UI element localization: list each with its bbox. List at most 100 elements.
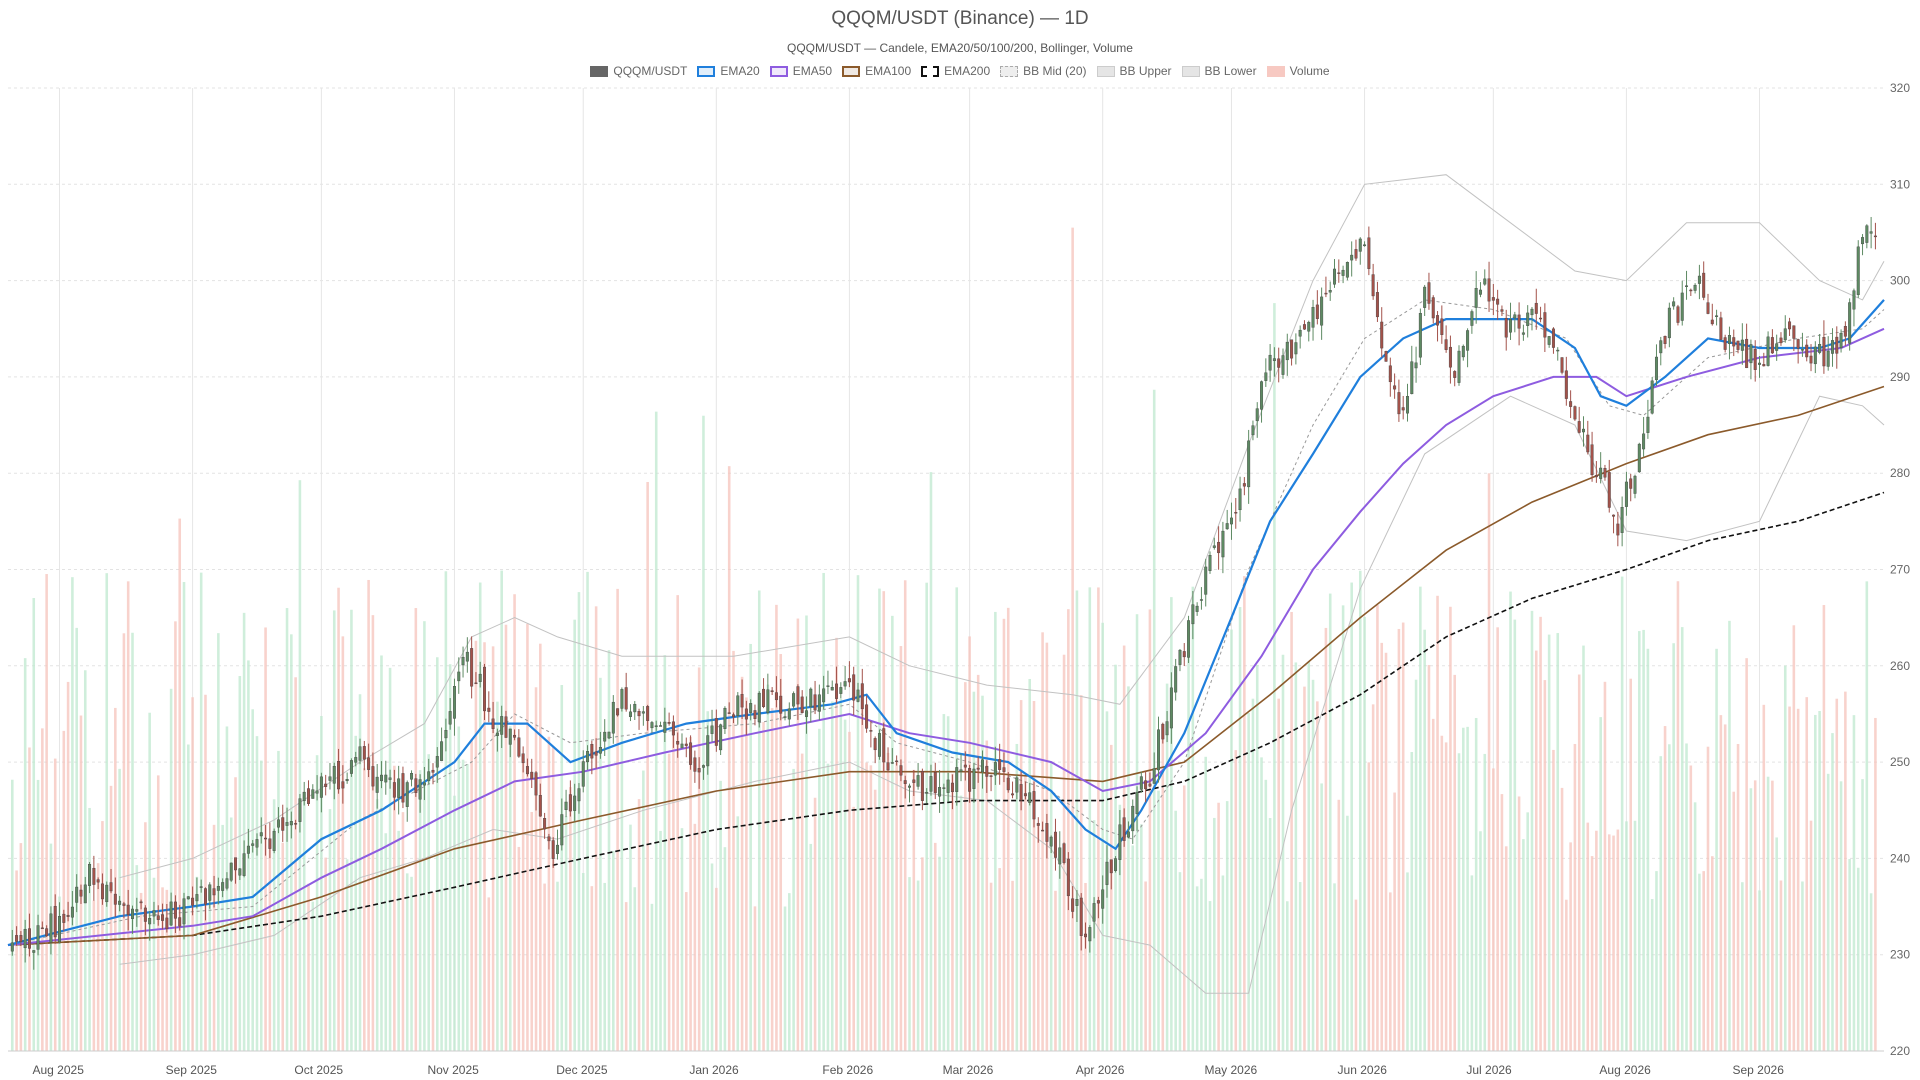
- candle-body: [749, 703, 753, 713]
- volume-bar: [487, 897, 491, 1051]
- candle-body: [908, 785, 911, 788]
- volume-bar: [290, 634, 293, 1051]
- candle-body: [10, 942, 14, 952]
- bb-upper-line: [119, 174, 1885, 879]
- candle-body: [1805, 344, 1809, 358]
- candle-body: [1599, 467, 1603, 479]
- legend-item-4[interactable]: EMA200: [921, 64, 990, 78]
- candle-body: [1126, 831, 1130, 838]
- volume-bar: [1655, 871, 1658, 1051]
- candle-body: [410, 773, 414, 780]
- candle-body: [1483, 278, 1487, 285]
- volume-bar: [1582, 645, 1585, 1051]
- volume-bar: [28, 747, 31, 1051]
- candle-body: [1148, 783, 1152, 787]
- candle-body: [470, 648, 474, 687]
- candle-body: [384, 774, 388, 783]
- candle-body: [1405, 395, 1409, 414]
- candle-body: [942, 787, 946, 789]
- ema50-line: [7, 327, 1885, 947]
- candle-body: [877, 733, 881, 757]
- candle-body: [1152, 768, 1156, 784]
- candle-body: [998, 759, 1002, 770]
- candle-body: [1783, 328, 1787, 341]
- volume-bar: [843, 719, 847, 1051]
- candle-body: [1032, 791, 1036, 820]
- volume-bar: [513, 594, 516, 1051]
- volume-bar: [1719, 715, 1723, 1051]
- volume-bar: [586, 571, 589, 1051]
- candle-body: [1028, 792, 1032, 803]
- candle-body: [418, 779, 422, 800]
- legend-item-7[interactable]: BB Lower: [1181, 64, 1257, 78]
- volume-bar: [895, 762, 898, 1051]
- volume-bar: [534, 687, 538, 1051]
- legend-item-8[interactable]: Volume: [1266, 64, 1330, 78]
- candle-body: [598, 747, 602, 754]
- candle-body: [1384, 351, 1388, 362]
- volume-bar: [822, 572, 825, 1051]
- volume-bar: [131, 632, 134, 1051]
- legend-item-3[interactable]: EMA100: [842, 64, 911, 78]
- candle-body: [1586, 434, 1590, 453]
- candle-body: [242, 853, 246, 876]
- candle-body: [1727, 335, 1731, 344]
- legend-item-6[interactable]: BB Upper: [1096, 64, 1172, 78]
- candle-body: [869, 730, 873, 732]
- x-tick-label: Aug 2025: [33, 1063, 85, 1077]
- legend-item-2[interactable]: EMA50: [769, 64, 832, 78]
- candle-body: [1195, 605, 1199, 612]
- volume-bar: [1140, 824, 1143, 1051]
- legend-item-0[interactable]: QQQM/USDT: [590, 64, 687, 78]
- candle-body: [920, 771, 924, 801]
- volume-bar: [431, 892, 435, 1051]
- volume-bar: [1556, 633, 1560, 1051]
- volume-bar: [204, 694, 207, 1051]
- volume-bar: [88, 807, 91, 1051]
- x-tick-label: Apr 2026: [1076, 1063, 1125, 1077]
- candle-body: [268, 838, 272, 849]
- volume-bar: [1513, 619, 1517, 1051]
- legend-label: QQQM/USDT: [613, 64, 688, 78]
- ema200-line: [7, 491, 1885, 946]
- volume-bar: [1453, 674, 1456, 1051]
- candle-body: [774, 692, 778, 701]
- candle-body: [1693, 284, 1697, 291]
- volume-bar: [1157, 790, 1160, 1051]
- volume-bar: [745, 697, 748, 1051]
- legend-item-5[interactable]: BB Mid (20): [1000, 64, 1087, 78]
- volume-bar: [92, 900, 96, 1051]
- volume-bar: [1504, 846, 1508, 1051]
- volume-bar: [307, 883, 310, 1051]
- candle-body: [161, 914, 165, 921]
- volume-bar: [242, 612, 246, 1051]
- candle-body: [1105, 861, 1109, 885]
- candle-body: [839, 687, 843, 694]
- indicator-lines: [7, 174, 1885, 994]
- legend-item-1[interactable]: EMA20: [697, 64, 760, 78]
- volume-bar: [702, 415, 705, 1052]
- candle-body: [1375, 292, 1379, 318]
- volume-bar: [1663, 726, 1667, 1051]
- candle-body: [1474, 288, 1478, 308]
- volume-bar: [1032, 701, 1036, 1051]
- volume-bar: [899, 646, 903, 1051]
- candle-body: [517, 737, 521, 757]
- volume-bar: [1088, 587, 1092, 1051]
- volume-bar: [453, 795, 456, 1051]
- volume-bar: [753, 906, 757, 1051]
- candle-body: [852, 674, 856, 701]
- volume-bar: [521, 758, 525, 1051]
- volume-bar: [1380, 642, 1384, 1051]
- volume-bar: [423, 621, 426, 1051]
- candle-body: [195, 894, 199, 902]
- candle-body: [1019, 784, 1023, 801]
- volume-bar: [1414, 679, 1418, 1051]
- volume-bar: [689, 737, 692, 1051]
- volume-bar: [642, 770, 645, 1051]
- volume-bar: [1247, 712, 1250, 1051]
- candle-body: [96, 879, 100, 883]
- volume-bar: [629, 824, 632, 1051]
- candle-body: [929, 776, 933, 792]
- candle-body: [1710, 319, 1714, 325]
